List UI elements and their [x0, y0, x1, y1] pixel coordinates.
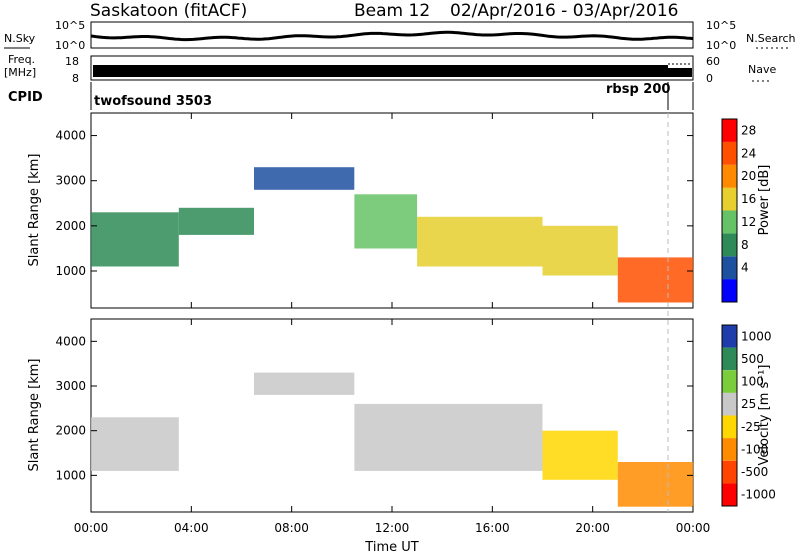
velocity-marks	[91, 372, 694, 507]
colorbar-tick-label: 20	[741, 169, 756, 183]
velocity-colorbar-label: Velocity [m s⁻¹]	[757, 365, 772, 466]
velocity-panel: 4000 3000 2000 1000 Slant Range [km] 1000 50…	[27, 318, 776, 513]
beam-label: Beam 12	[354, 1, 430, 21]
colorbar-swatch	[722, 210, 737, 234]
colorbar-swatch	[722, 460, 737, 484]
velocity-ylabel: Slant Range [km]	[27, 359, 42, 472]
nsearch-label: N.Search	[746, 32, 796, 45]
y-tick-label: 3000	[55, 174, 86, 188]
colorbar-tick-label: 1000	[741, 329, 772, 343]
power-panel: 4000 3000 2000 1000 Slant Range [km] 28 24 20…	[27, 112, 772, 309]
freq-tick-top: 18	[65, 55, 79, 68]
nsky-tick-bottom: 10^0	[55, 39, 85, 52]
colorbar-swatch	[722, 325, 737, 348]
nave-tick-top: 60	[706, 55, 720, 68]
nsearch-tick-top: 10^5	[706, 19, 736, 32]
echo-region	[542, 225, 618, 276]
colorbar-tick-label: 16	[741, 192, 756, 206]
echo-region	[542, 430, 618, 480]
y-tick-label: 2000	[55, 424, 86, 438]
y-tick-label: 4000	[55, 129, 86, 143]
echo-region	[91, 212, 179, 267]
colorbar-frame	[721, 118, 738, 303]
nsky-trace	[90, 30, 694, 42]
freq-unit-label: [MHz]	[4, 66, 36, 79]
colorbar-swatch	[722, 347, 737, 371]
power-colorbar-label: Power [dB]	[757, 165, 772, 236]
cpid-label: CPID	[8, 90, 43, 105]
colorbar-tick-label: 4	[741, 261, 749, 275]
x-tick-label: 12:00	[375, 521, 410, 535]
freq-label: Freq.	[8, 53, 35, 66]
colorbar-tick-label: 8	[741, 238, 749, 252]
freq-band	[93, 65, 668, 77]
colorbar-tick-label: 28	[741, 123, 756, 137]
power-marks	[91, 167, 694, 303]
y-tick-label: 1000	[55, 468, 86, 482]
x-tick-label: 04:00	[174, 521, 209, 535]
colorbar-swatch	[722, 119, 737, 142]
colorbar-tick-label: 24	[741, 146, 756, 160]
colorbar-tick-label: -25	[741, 420, 761, 434]
velocity-colorbar: 1000 500 100 25 -25 -100 -500 -1000	[721, 324, 776, 507]
nsearch-tick-bottom: 10^0	[706, 39, 736, 52]
nsky-panel	[90, 21, 694, 49]
echo-region	[354, 194, 418, 249]
echo-region	[617, 462, 694, 507]
colorbar-frame	[721, 324, 738, 507]
colorbar-tick-label: -100	[741, 442, 768, 456]
colorbar-swatch	[722, 256, 737, 280]
echo-region	[417, 216, 543, 267]
x-tick-label: 20:00	[575, 521, 610, 535]
station-title: Saskatoon (fitACF)	[90, 1, 247, 21]
colorbar-tick-label: 500	[741, 352, 764, 366]
x-tick-label: 00:00	[74, 521, 109, 535]
colorbar-swatch	[722, 370, 737, 393]
colorbar-swatch	[722, 187, 737, 211]
x-tick-label: 00:00	[676, 521, 711, 535]
y-tick-label: 1000	[55, 264, 86, 278]
echo-region	[617, 257, 694, 303]
x-tick-label: 08:00	[274, 521, 309, 535]
colorbar-tick-label: -1000	[741, 488, 776, 502]
colorbar-tick-label: 25	[741, 397, 756, 411]
echo-region	[91, 417, 179, 471]
nsky-tick-top: 10^5	[55, 19, 85, 32]
echo-region	[254, 167, 355, 190]
power-ylabel: Slant Range [km]	[27, 154, 42, 267]
colorbar-swatch	[722, 483, 737, 506]
y-tick-label: 4000	[55, 334, 86, 348]
colorbar-swatch	[722, 164, 737, 188]
nave-tick-bottom: 0	[706, 72, 713, 85]
freq-panel	[90, 55, 694, 81]
cpid-program-2: rbsp 200	[606, 82, 670, 97]
nsky-label: N.Sky	[4, 32, 36, 45]
colorbar-swatch	[722, 233, 737, 257]
date-range: 02/Apr/2016 - 03/Apr/2016	[450, 1, 678, 21]
x-tick-label: 16:00	[475, 521, 510, 535]
colorbar-tick-label: -500	[741, 465, 768, 479]
colorbar-swatch	[722, 415, 737, 439]
colorbar-swatch	[722, 279, 737, 302]
power-colorbar: 28 24 20 16 12 8 4	[721, 118, 756, 303]
colorbar-swatch	[722, 438, 737, 461]
echo-region	[254, 372, 355, 395]
colorbar-swatch	[722, 392, 737, 416]
colorbar-swatch	[722, 141, 737, 165]
cpid-program-1: twofsound 3503	[94, 94, 212, 109]
freq-band-rbsp	[668, 68, 692, 77]
y-tick-label: 2000	[55, 219, 86, 233]
colorbar-tick-label: 100	[741, 375, 764, 389]
colorbar-tick-label: 12	[741, 215, 756, 229]
echo-region	[178, 207, 254, 235]
x-axis-ticks: 00:00 04:00 08:00 12:00 16:00 20:00 00:00	[74, 113, 711, 535]
power-yticks: 4000 3000 2000 1000	[55, 129, 693, 278]
y-tick-label: 3000	[55, 379, 86, 393]
x-axis-label: Time UT	[364, 540, 418, 554]
freq-tick-bottom: 8	[72, 72, 79, 85]
nave-label: Nave	[748, 63, 776, 76]
velocity-yticks: 4000 3000 2000 1000	[55, 334, 693, 482]
echo-region	[354, 403, 543, 471]
